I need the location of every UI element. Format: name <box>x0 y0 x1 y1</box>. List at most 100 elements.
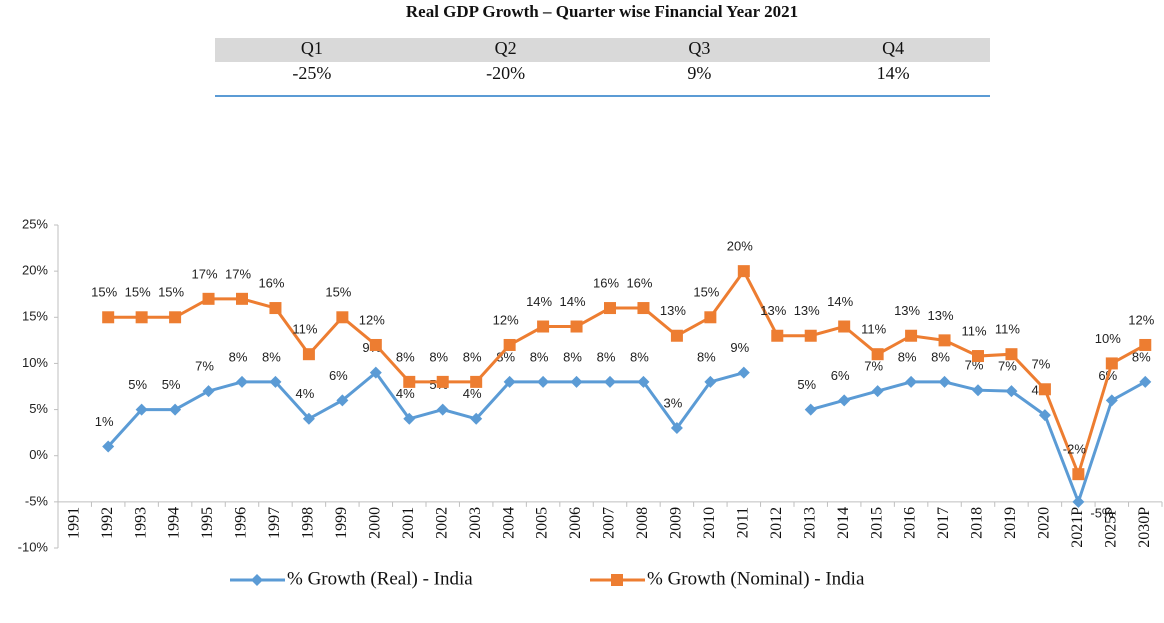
x-tick-label: 2002 <box>433 507 450 539</box>
y-tick-label: -5% <box>25 493 49 508</box>
x-tick-label: 1999 <box>333 507 350 539</box>
x-tick-label: 2005 <box>534 507 551 539</box>
data-label: 8% <box>229 349 248 364</box>
data-label: 17% <box>192 266 218 281</box>
series-marker <box>871 348 884 361</box>
data-label: 14% <box>827 294 853 309</box>
y-tick-label: 0% <box>29 447 48 462</box>
series-marker <box>670 422 683 435</box>
legend-marker <box>611 574 623 586</box>
x-tick-label: 2008 <box>634 507 651 539</box>
series-marker <box>1072 468 1085 481</box>
series-marker <box>905 375 918 388</box>
x-tick-label: 1994 <box>166 507 183 539</box>
data-label: 13% <box>894 303 920 318</box>
x-tick-label: 1997 <box>266 507 283 539</box>
table-header-cell: Q4 <box>882 38 904 58</box>
series-marker <box>1105 394 1118 407</box>
data-label: 8% <box>898 349 917 364</box>
series-marker <box>604 302 616 315</box>
x-tick-label: 2014 <box>835 507 852 539</box>
series-marker <box>537 375 550 388</box>
series-marker <box>537 320 550 333</box>
series-marker <box>202 292 215 305</box>
series-marker <box>905 329 918 342</box>
data-label: 9% <box>730 340 749 355</box>
y-tick-label: 20% <box>22 263 48 278</box>
x-tick-label: 1991 <box>65 507 82 539</box>
series-marker <box>670 329 683 342</box>
series-marker <box>403 412 416 425</box>
data-label: 5% <box>162 377 181 392</box>
data-label: 8% <box>563 349 582 364</box>
x-tick-label: 2016 <box>902 507 919 539</box>
data-label: 15% <box>125 285 151 300</box>
series-marker <box>269 375 282 388</box>
series-marker <box>1105 357 1118 370</box>
series-marker <box>202 385 215 398</box>
series-marker <box>704 311 717 324</box>
series-marker <box>302 348 315 361</box>
series-marker <box>637 375 650 388</box>
data-label: 12% <box>493 312 519 327</box>
data-label: -5% <box>1090 505 1114 520</box>
data-label: 7% <box>998 359 1017 374</box>
data-label: 8% <box>429 349 448 364</box>
data-label: 14% <box>526 294 552 309</box>
data-label: 17% <box>225 266 251 281</box>
series-marker <box>771 329 784 342</box>
x-tick-label: 2017 <box>935 507 952 539</box>
series-marker <box>570 375 583 388</box>
x-tick-label: 2030P <box>1136 507 1153 548</box>
x-tick-label: 1993 <box>132 507 149 539</box>
y-tick-label: 15% <box>22 309 48 324</box>
data-label: 13% <box>660 303 686 318</box>
series-marker <box>503 338 516 351</box>
series-marker <box>1038 383 1051 396</box>
x-tick-label: 2020 <box>1036 507 1053 539</box>
data-label: 13% <box>760 303 786 318</box>
series-marker <box>436 403 449 416</box>
series-marker <box>1072 495 1085 508</box>
data-label: 7% <box>195 359 214 374</box>
series-marker <box>336 394 349 407</box>
series-marker <box>704 375 717 388</box>
data-label: 16% <box>258 275 284 290</box>
x-tick-label: 2015 <box>868 507 885 539</box>
series-marker <box>169 403 182 416</box>
data-label: 4% <box>463 386 482 401</box>
data-label: 4% <box>296 386 315 401</box>
data-label: 11% <box>995 322 1020 337</box>
table-header-cell: Q2 <box>495 38 517 58</box>
x-tick-label: 2019 <box>1002 507 1019 539</box>
data-label: 12% <box>1128 312 1154 327</box>
x-tick-label: 1995 <box>199 507 216 539</box>
series-marker <box>570 320 583 333</box>
series-line <box>108 268 1146 479</box>
y-tick-label: 10% <box>22 355 48 370</box>
y-tick-label: -10% <box>18 539 49 554</box>
x-tick-label: 2018 <box>969 507 986 539</box>
data-label: 8% <box>697 349 716 364</box>
series-marker <box>804 403 817 416</box>
series-marker <box>269 302 282 315</box>
series-marker <box>102 440 115 453</box>
series-marker <box>169 311 182 324</box>
data-label: 13% <box>794 303 820 318</box>
series-marker <box>1038 409 1051 422</box>
data-label: 5% <box>128 377 147 392</box>
data-label: 11% <box>961 323 986 338</box>
x-tick-label: 1992 <box>99 507 116 539</box>
x-tick-label: 2003 <box>467 507 484 539</box>
x-tick-label: 2010 <box>701 507 718 539</box>
series-marker <box>403 375 416 388</box>
data-label: 14% <box>560 294 586 309</box>
data-label: 6% <box>831 368 850 383</box>
x-tick-label: 2011 <box>734 507 751 538</box>
data-label: 12% <box>359 312 385 327</box>
series-marker <box>503 375 516 388</box>
data-label: 11% <box>292 322 317 337</box>
data-label: 20% <box>727 239 753 254</box>
series-marker <box>604 375 616 388</box>
